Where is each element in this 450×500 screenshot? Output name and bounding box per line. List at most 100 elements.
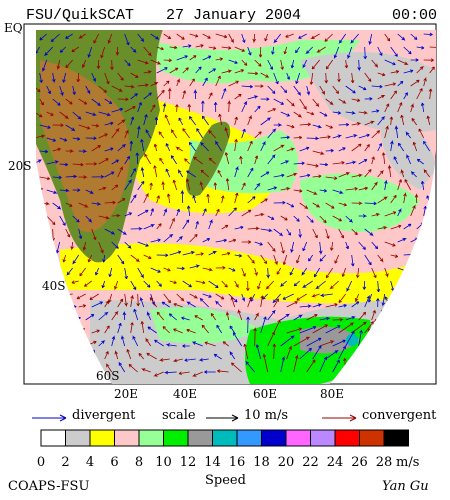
wind-arrow xyxy=(176,55,188,61)
wind-arrow xyxy=(397,102,403,113)
wind-arrow xyxy=(286,202,295,208)
wind-arrow xyxy=(78,228,83,239)
wind-arrow xyxy=(231,362,242,373)
wind-arrow xyxy=(150,82,159,87)
wind-arrow xyxy=(163,293,171,304)
wind-arrow xyxy=(267,186,277,191)
wind-arrow xyxy=(254,131,262,139)
wind-arrow xyxy=(325,267,334,279)
wind-arrow xyxy=(163,370,177,375)
wind-arrow xyxy=(390,70,400,74)
speed-patch xyxy=(300,52,436,133)
wind-arrow xyxy=(129,140,134,152)
wind-arrow xyxy=(410,58,419,62)
wind-arrow xyxy=(316,46,326,53)
wind-arrow xyxy=(377,95,386,100)
wind-arrow xyxy=(384,211,397,217)
wind-arrow xyxy=(330,241,334,251)
wind-arrow xyxy=(117,165,124,178)
wind-arrow xyxy=(325,124,333,129)
wind-arrow xyxy=(227,99,231,113)
wind-arrow xyxy=(98,186,108,191)
wind-arrow xyxy=(72,111,82,121)
wind-arrow xyxy=(98,241,104,255)
wind-arrow xyxy=(130,72,139,78)
wind-arrow xyxy=(319,254,326,262)
wind-arrow xyxy=(254,312,260,321)
wind-arrow xyxy=(345,85,356,94)
wind-arrow xyxy=(410,170,417,178)
wind-arrow xyxy=(128,364,138,373)
wind-arrow xyxy=(325,176,338,180)
wind-arrow xyxy=(228,267,236,272)
wind-arrow xyxy=(228,33,234,44)
wind-arrow xyxy=(299,98,307,111)
wind-arrow xyxy=(325,303,338,308)
wind-arrow xyxy=(98,340,106,347)
wind-arrow xyxy=(215,293,225,300)
wind-arrow xyxy=(85,162,97,166)
wind-arrow xyxy=(178,371,190,375)
wind-arrow xyxy=(371,310,376,321)
wind-arrow xyxy=(293,85,301,97)
wind-arrow xyxy=(325,350,339,360)
wind-arrow xyxy=(312,324,328,334)
wind-arrow xyxy=(254,105,261,113)
wind-arrow xyxy=(280,111,290,117)
wind-arrow xyxy=(195,252,204,256)
wind-arrow xyxy=(117,322,122,334)
wind-arrow xyxy=(169,250,182,256)
wind-arrow xyxy=(172,179,178,191)
wind-arrow xyxy=(393,156,399,165)
wind-arrow xyxy=(403,46,412,55)
wind-arrow xyxy=(104,72,110,85)
wind-arrow xyxy=(390,224,402,230)
wind-arrow xyxy=(286,172,298,178)
divergent-label: divergent xyxy=(72,408,136,423)
colorbar-label: 0 xyxy=(37,455,45,470)
wind-arrow xyxy=(199,297,209,308)
wind-arrow xyxy=(377,196,389,204)
wind-arrow xyxy=(182,344,190,348)
wind-arrow xyxy=(364,201,377,206)
wind-arrow xyxy=(234,139,238,152)
wind-arrow xyxy=(306,337,322,347)
wind-arrow xyxy=(329,280,339,290)
wind-arrow xyxy=(182,128,191,139)
wind-arrow xyxy=(410,204,416,217)
wind-arrow xyxy=(273,254,278,266)
wind-arrow xyxy=(59,137,68,142)
wind-arrow xyxy=(213,102,218,113)
wind-arrow xyxy=(325,59,334,70)
wind-arrow xyxy=(221,46,232,50)
wind-arrow xyxy=(192,195,197,204)
wind-arrow xyxy=(93,33,100,44)
wind-arrow xyxy=(371,84,383,89)
wind-arrow xyxy=(221,224,229,230)
wind-arrow xyxy=(260,117,272,126)
wind-arrow xyxy=(280,187,291,191)
wind-arrow xyxy=(104,325,110,334)
colorbar-label: 8 xyxy=(135,455,143,470)
wind-arrow xyxy=(228,293,238,303)
wind-arrow xyxy=(156,311,165,321)
wind-arrow xyxy=(371,130,380,139)
wind-arrow xyxy=(273,298,279,308)
wind-arrow xyxy=(95,267,100,276)
wind-arrow xyxy=(265,280,274,290)
wind-arrow xyxy=(351,321,368,334)
wind-arrow xyxy=(62,72,67,83)
colorbar-label: 28 xyxy=(376,455,393,470)
wind-arrow xyxy=(234,280,239,289)
wind-arrow xyxy=(150,104,156,113)
wind-arrow xyxy=(165,143,171,152)
wind-arrow xyxy=(279,280,287,287)
wind-arrow xyxy=(350,72,355,84)
colorbar-cell xyxy=(236,429,262,447)
wind-arrow xyxy=(273,318,282,334)
wind-arrow xyxy=(332,339,346,347)
wind-arrow xyxy=(338,322,355,334)
wind-arrow xyxy=(154,117,159,126)
wind-arrow xyxy=(280,313,291,321)
wind-arrow xyxy=(178,168,184,178)
